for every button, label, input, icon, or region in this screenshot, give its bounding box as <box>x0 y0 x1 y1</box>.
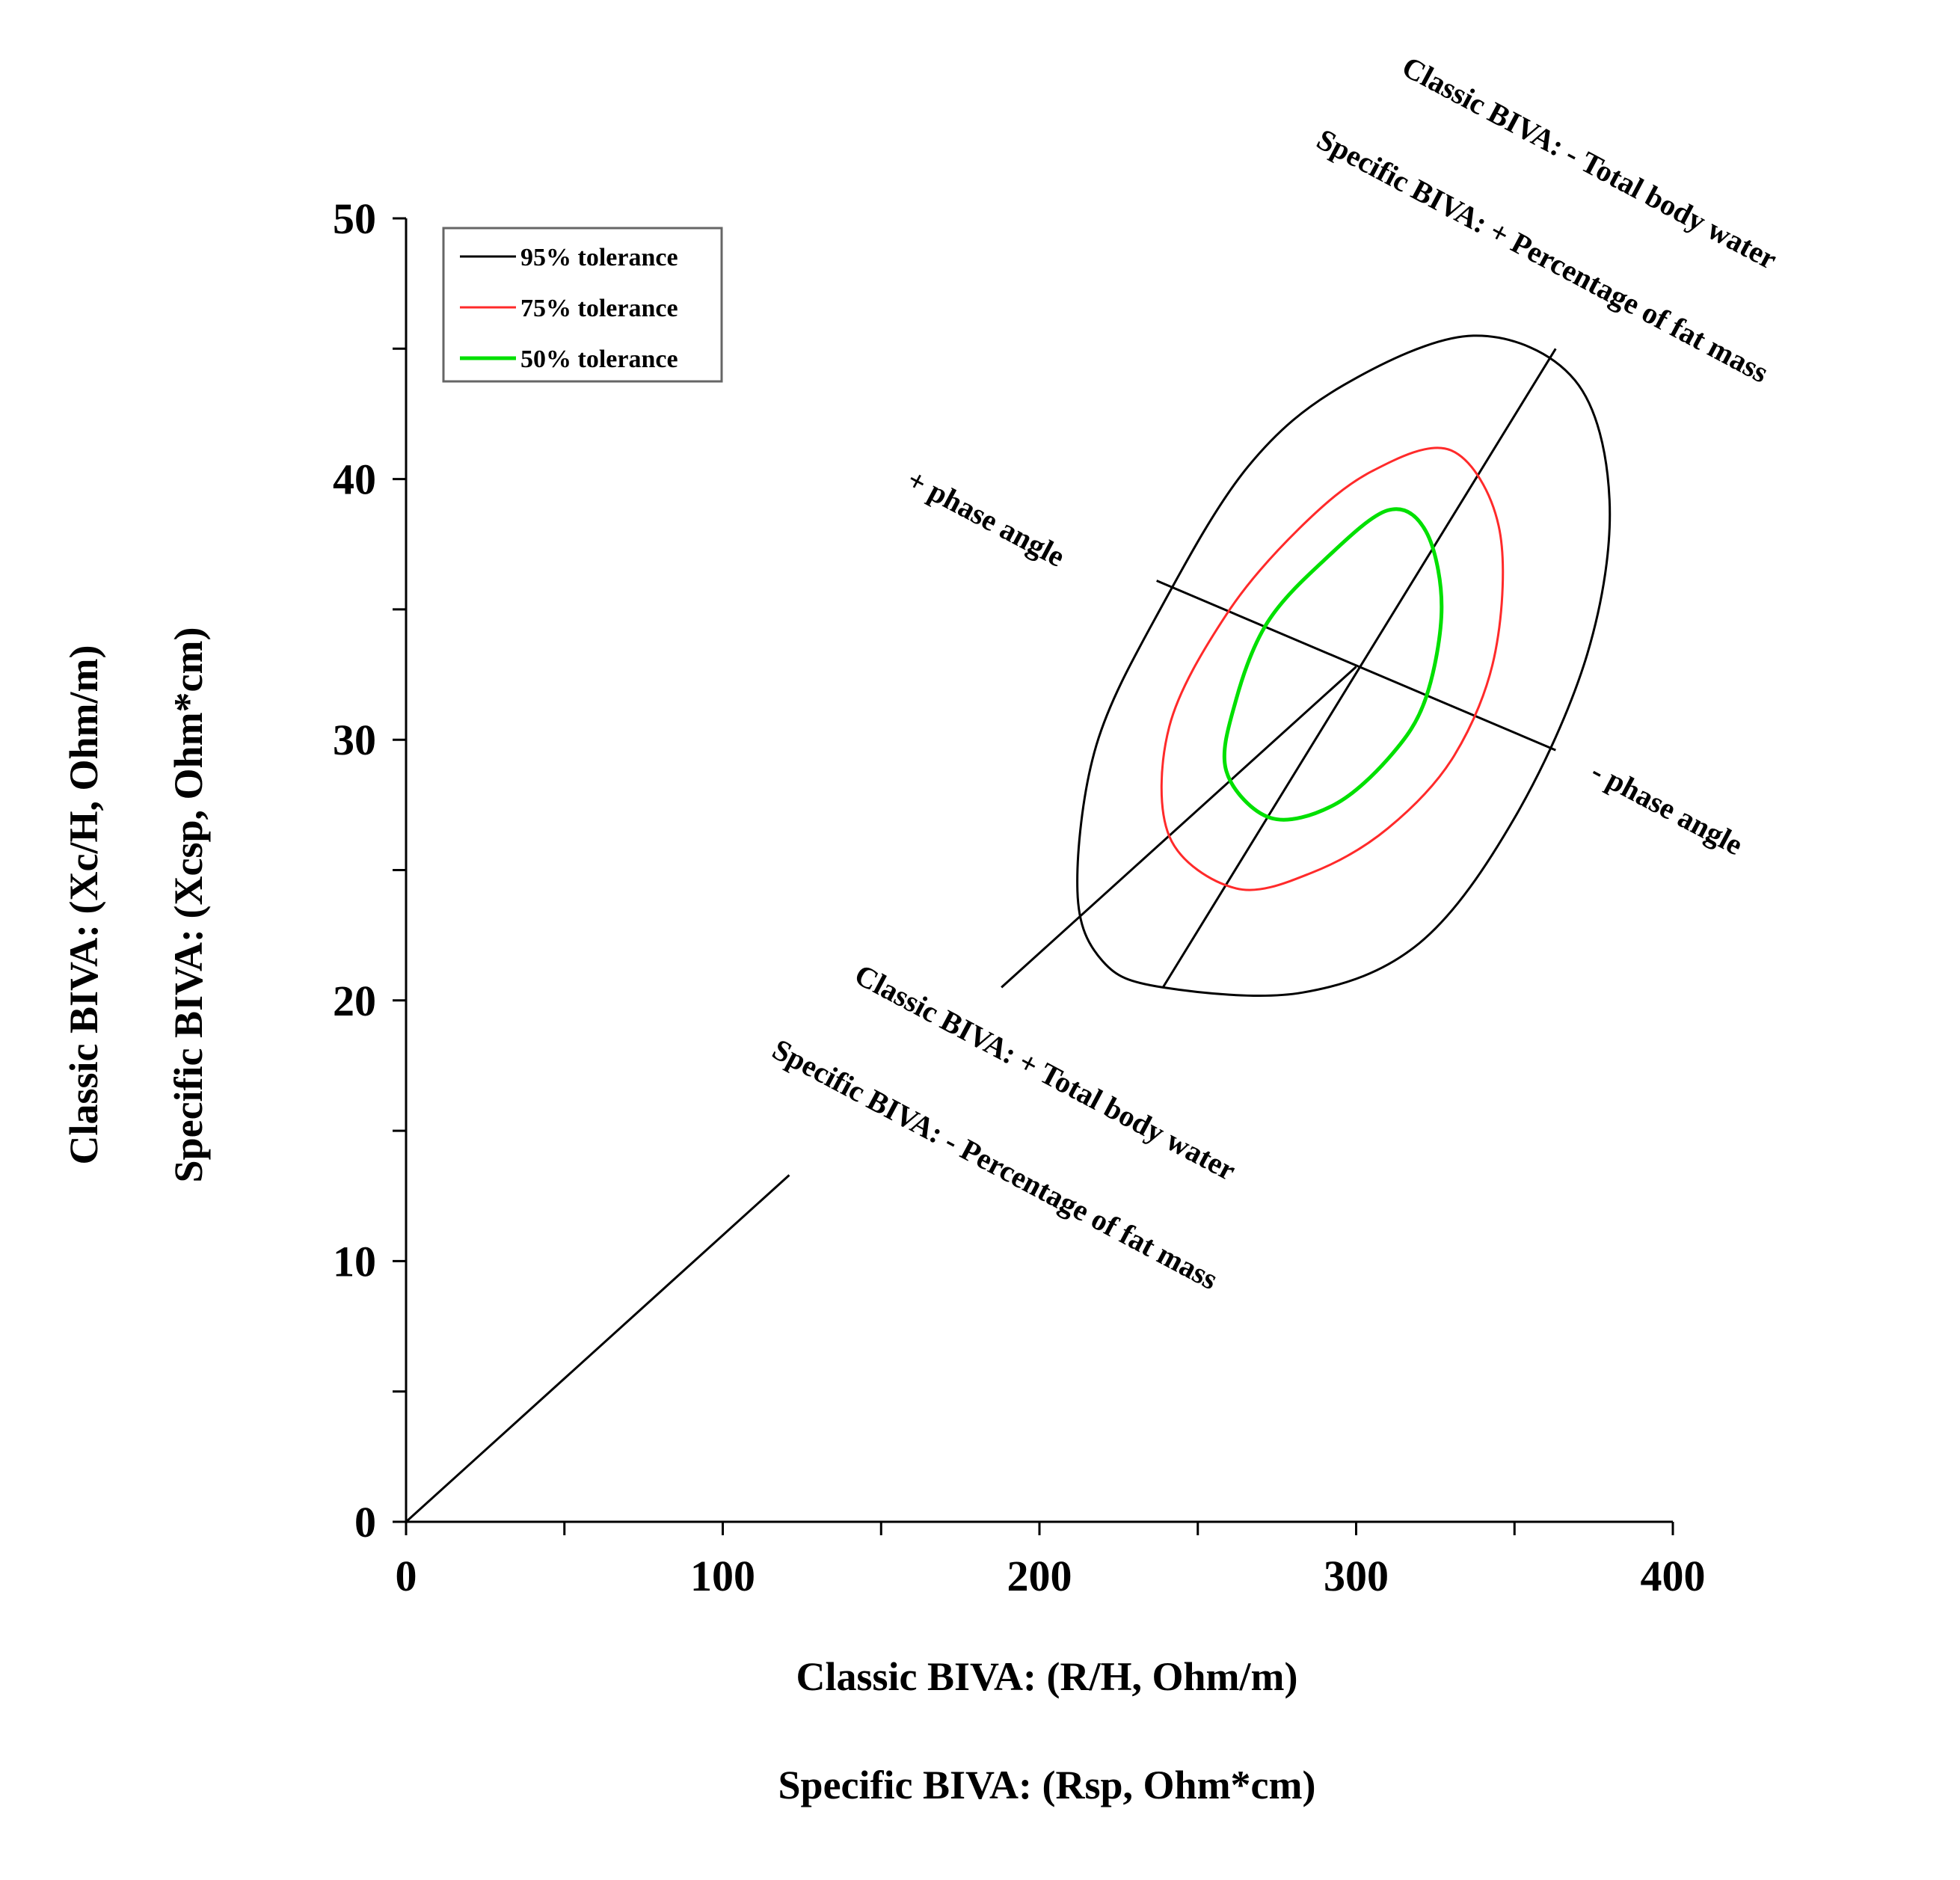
x-tick-label: 200 <box>1007 1552 1072 1600</box>
annotation-top-line2: Specific BIVA: + Percentage of fat mass <box>1312 122 1775 389</box>
y-axis-title-classic: Classic BIVA: (Xc/H, Ohm/m) <box>61 645 106 1165</box>
y-tick-label: 30 <box>333 716 376 764</box>
x-tick-label: 400 <box>1641 1552 1706 1600</box>
legend-label-95: 95% tolerance <box>520 244 678 271</box>
annotation-bottom-line2: Specific BIVA: - Percentage of fat mass <box>767 1032 1223 1296</box>
x-axis-title-specific: Specific BIVA: (Rsp, Ohm*cm) <box>778 1763 1316 1807</box>
ellipse-75-tolerance <box>1160 446 1505 891</box>
annotation-bottom-line1: Classic BIVA: + Total body water <box>850 957 1241 1187</box>
bisector-upper-line <box>1001 666 1357 989</box>
x-tick-label: 300 <box>1324 1552 1389 1600</box>
y-tick-label: 20 <box>333 977 376 1025</box>
y-tick-label: 10 <box>333 1237 376 1285</box>
bisector-line <box>405 1174 790 1523</box>
minor-axis-line <box>1156 580 1556 752</box>
ellipse-95-tolerance <box>1076 334 1612 997</box>
x-axis-title-classic: Classic BIVA: (R/H, Ohm/m) <box>796 1654 1297 1699</box>
major-axis-line <box>1161 348 1557 989</box>
legend-box <box>442 227 723 383</box>
axes: 0 100 200 300 400 0 10 20 30 40 50 <box>333 194 1706 1600</box>
legend-label-50: 50% tolerance <box>520 345 678 373</box>
legend: 95% tolerance 75% tolerance 50% toleranc… <box>442 227 723 383</box>
legend-label-75: 75% tolerance <box>520 295 678 322</box>
x-tick-label: 100 <box>690 1552 755 1600</box>
y-tick-label: 50 <box>333 194 376 243</box>
annotation-minus-phase-angle: - phase angle <box>1586 754 1748 861</box>
reference-lines <box>405 348 1557 1523</box>
annotation-top-line1: Classic BIVA: - Total body water <box>1397 49 1783 276</box>
y-axis-title-specific: Specific BIVA: (Xcsp, Ohm*cm) <box>166 627 211 1183</box>
y-tick-label: 0 <box>354 1498 376 1546</box>
x-tick-label: 0 <box>396 1552 417 1600</box>
tolerance-ellipses <box>1076 334 1612 997</box>
annotation-plus-phase-angle: + phase angle <box>902 462 1071 574</box>
y-tick-label: 40 <box>333 455 376 504</box>
ellipse-50-tolerance <box>1222 507 1444 822</box>
